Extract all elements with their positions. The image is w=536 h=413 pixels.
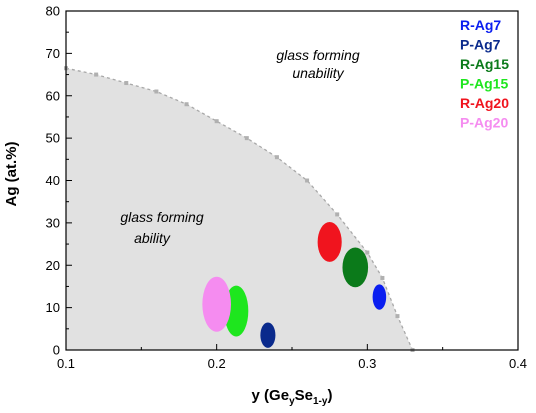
boundary-point bbox=[124, 81, 129, 86]
legend-label-r-ag15: R-Ag15 bbox=[460, 56, 509, 72]
x-axis-title-main: y (Ge bbox=[252, 387, 290, 404]
boundary-point bbox=[335, 212, 340, 217]
boundary-point bbox=[274, 155, 279, 160]
plot-area bbox=[64, 66, 415, 352]
y-tick-label: 50 bbox=[46, 131, 60, 146]
y-tick-label: 30 bbox=[46, 215, 60, 230]
data-point-r-ag7 bbox=[372, 284, 387, 310]
data-point-p-ag20 bbox=[202, 276, 231, 332]
boundary-point bbox=[305, 178, 310, 183]
boundary-point bbox=[94, 72, 99, 77]
boundary-point bbox=[380, 275, 385, 280]
legend-label-r-ag20: R-Ag20 bbox=[460, 95, 509, 111]
data-point-p-ag7 bbox=[260, 322, 276, 348]
region-label-lower-1: glass forming bbox=[120, 209, 203, 225]
axes: 0.1 0.2 0.3 0.4 0 10 20 30 40 50 60 70 80 bbox=[46, 4, 528, 372]
y-tick-label: 40 bbox=[46, 173, 60, 188]
x-axis-title-sub1: y bbox=[289, 396, 295, 407]
x-axis-title-sub2: 1-y bbox=[313, 396, 328, 407]
boundary-point bbox=[244, 136, 249, 141]
y-tick-label: 80 bbox=[46, 4, 60, 19]
x-tick-label: 0.2 bbox=[208, 356, 226, 371]
data-point-r-ag20 bbox=[317, 222, 342, 262]
legend: R-Ag7 P-Ag7 R-Ag15 P-Ag15 R-Ag20 P-Ag20 bbox=[460, 17, 509, 131]
boundary-point bbox=[184, 102, 189, 107]
boundary-point bbox=[395, 314, 400, 319]
x-axis-title-end: ) bbox=[327, 387, 332, 404]
legend-label-p-ag7: P-Ag7 bbox=[460, 37, 501, 53]
x-tick-label: 0.4 bbox=[509, 356, 527, 371]
boundary-point bbox=[214, 119, 219, 124]
y-tick-label: 20 bbox=[46, 258, 60, 273]
legend-label-p-ag20: P-Ag20 bbox=[460, 115, 508, 131]
x-axis-title: y (GeySe1-y) bbox=[252, 387, 333, 407]
y-tick-label: 70 bbox=[46, 46, 60, 61]
y-axis-title: Ag (at.%) bbox=[3, 142, 20, 207]
y-tick-label: 60 bbox=[46, 88, 60, 103]
boundary-point bbox=[365, 250, 370, 255]
x-tick-label: 0.3 bbox=[358, 356, 376, 371]
y-tick-label: 0 bbox=[53, 343, 60, 358]
boundary-line bbox=[65, 67, 414, 351]
glass-forming-region bbox=[66, 68, 413, 351]
region-label-upper-1: glass forming bbox=[276, 47, 359, 63]
x-axis-title-mid: Se bbox=[295, 387, 313, 404]
x-tick-label: 0.1 bbox=[57, 356, 75, 371]
y-tick-label: 10 bbox=[46, 300, 60, 315]
legend-label-p-ag15: P-Ag15 bbox=[460, 76, 508, 92]
legend-label-r-ag7: R-Ag7 bbox=[460, 17, 501, 33]
region-label-upper-2: unability bbox=[292, 65, 344, 81]
region-label-lower-2: ability bbox=[134, 230, 171, 246]
boundary-point bbox=[154, 89, 159, 94]
data-point-r-ag15 bbox=[342, 247, 369, 288]
